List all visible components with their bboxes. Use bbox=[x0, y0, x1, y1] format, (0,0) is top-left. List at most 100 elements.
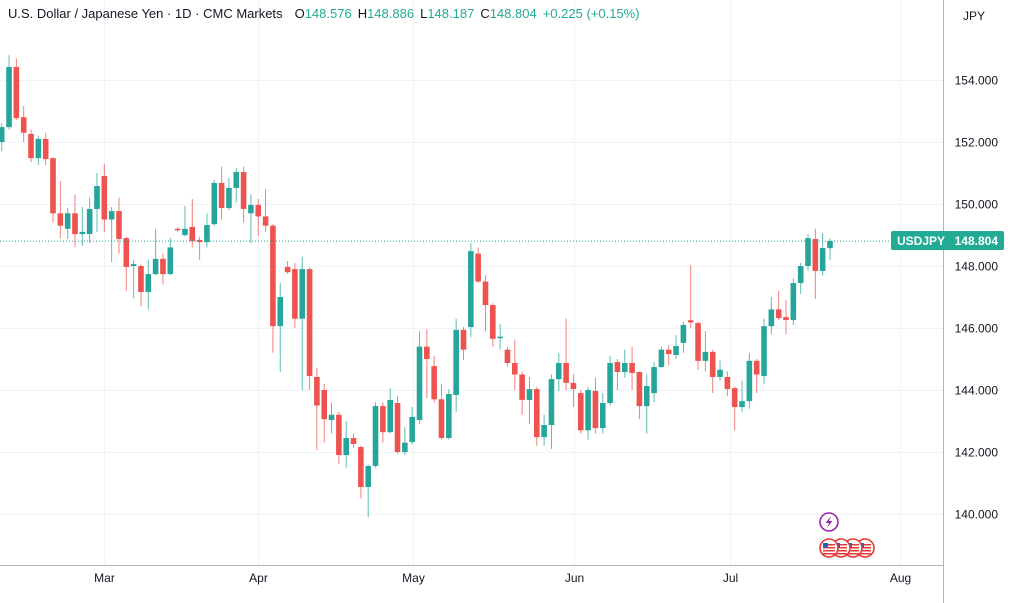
lightning-icon[interactable] bbox=[819, 512, 839, 532]
candle bbox=[533, 386, 540, 446]
flag-stripe bbox=[823, 544, 835, 546]
candle bbox=[314, 368, 320, 451]
candle-body bbox=[0, 127, 5, 142]
time-tick-label: May bbox=[402, 571, 425, 585]
candle bbox=[182, 205, 188, 237]
candle bbox=[541, 414, 547, 446]
candle-body bbox=[196, 239, 203, 243]
price-axis[interactable]: 140.000 142.000 144.000 146.000 148.000 150.0… bbox=[955, 74, 999, 522]
candle bbox=[50, 157, 56, 223]
time-tick-label: Jul bbox=[723, 571, 738, 585]
events-markers[interactable] bbox=[819, 512, 875, 558]
candle-body bbox=[621, 363, 628, 373]
price-tick-label: 142.000 bbox=[955, 446, 999, 460]
candle bbox=[468, 243, 474, 338]
candle bbox=[160, 253, 166, 285]
candle-body bbox=[189, 226, 196, 242]
candle bbox=[709, 349, 716, 394]
low-value: 148.187 bbox=[427, 6, 475, 21]
candle-body bbox=[248, 204, 254, 214]
candle bbox=[658, 346, 665, 369]
candle bbox=[416, 331, 423, 425]
candle bbox=[402, 427, 408, 456]
flag-stripe bbox=[835, 550, 847, 552]
candle-body bbox=[262, 216, 269, 226]
candle bbox=[629, 346, 635, 390]
candle-body bbox=[504, 349, 511, 364]
candle bbox=[460, 327, 467, 360]
candle-body bbox=[123, 238, 130, 267]
candle-body bbox=[20, 117, 27, 133]
candle bbox=[248, 194, 254, 244]
candle bbox=[86, 197, 93, 244]
candle bbox=[350, 433, 357, 448]
candle-body bbox=[72, 213, 78, 235]
candle bbox=[189, 199, 196, 248]
candle-body bbox=[380, 406, 386, 433]
high-value: 148.886 bbox=[367, 6, 415, 21]
candle-body bbox=[438, 399, 445, 439]
candle-body bbox=[160, 258, 166, 275]
candle bbox=[409, 407, 415, 445]
candle-body bbox=[116, 211, 122, 240]
candle bbox=[138, 264, 144, 307]
candle-body bbox=[138, 266, 144, 293]
time-tick-label: Jun bbox=[565, 571, 584, 585]
candle-body bbox=[541, 425, 547, 438]
time-axis[interactable]: Mar Apr May Jun Jul Aug bbox=[94, 571, 911, 585]
candle-body bbox=[768, 309, 775, 327]
candle-body bbox=[475, 253, 481, 282]
currency-button[interactable]: JPY bbox=[962, 9, 985, 23]
close-label: C bbox=[480, 6, 490, 21]
candle bbox=[446, 389, 452, 440]
candle-body bbox=[35, 138, 42, 159]
candle-body bbox=[358, 447, 364, 488]
price-tick-label: 148.000 bbox=[955, 260, 999, 274]
candle-body bbox=[614, 362, 621, 373]
candle bbox=[0, 123, 5, 152]
candle-body bbox=[651, 367, 657, 394]
candle-body bbox=[387, 399, 393, 433]
candle bbox=[819, 233, 826, 276]
candle-body bbox=[299, 269, 306, 319]
candle-body bbox=[468, 251, 474, 328]
candle bbox=[218, 166, 225, 220]
candle-body bbox=[94, 186, 100, 209]
candle-body bbox=[50, 158, 56, 214]
candle bbox=[226, 177, 232, 211]
candle bbox=[306, 267, 313, 390]
candle bbox=[101, 163, 108, 232]
candle-body bbox=[827, 241, 833, 249]
candle bbox=[805, 234, 811, 271]
candle-body bbox=[453, 329, 459, 395]
candle bbox=[775, 290, 782, 321]
candle bbox=[621, 349, 628, 378]
flag-stripe bbox=[835, 553, 847, 555]
candle bbox=[328, 402, 335, 434]
candle-body bbox=[167, 247, 174, 275]
candle-body bbox=[797, 266, 804, 284]
candle-body bbox=[460, 329, 467, 350]
candle-body bbox=[665, 349, 672, 355]
us-flag-icon[interactable] bbox=[819, 538, 839, 558]
candle-body bbox=[314, 376, 320, 406]
candle-body bbox=[233, 172, 240, 188]
candle bbox=[695, 321, 701, 370]
candle-body bbox=[599, 403, 606, 429]
candle bbox=[746, 352, 753, 409]
candle-body bbox=[218, 182, 225, 209]
candle bbox=[321, 383, 328, 443]
candle bbox=[255, 199, 262, 236]
candle bbox=[577, 390, 584, 434]
candle-body bbox=[292, 269, 298, 319]
candle bbox=[643, 374, 650, 434]
candle bbox=[262, 189, 269, 232]
candle-body bbox=[577, 393, 584, 431]
candle bbox=[431, 355, 437, 403]
candle-body bbox=[775, 309, 782, 319]
candle-body bbox=[284, 266, 291, 273]
candle-body bbox=[328, 414, 335, 421]
candle bbox=[783, 300, 789, 335]
candle-body bbox=[717, 369, 723, 377]
